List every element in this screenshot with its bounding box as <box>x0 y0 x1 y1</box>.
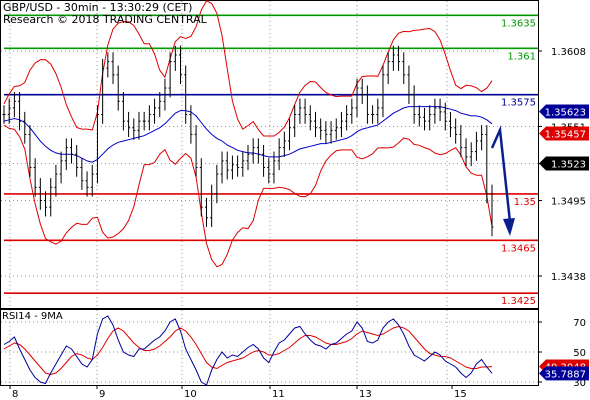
level-label-bg <box>500 96 538 108</box>
rsi-axis-label: 50 <box>573 348 586 359</box>
x-axis: 8 9 10 11 13 15 <box>9 386 467 400</box>
rsi-grid <box>1 321 538 383</box>
bollinger-upper <box>3 0 493 137</box>
x-tick-label: 11 <box>272 389 285 400</box>
forecast-arrow-line <box>490 125 512 223</box>
chart-title: GBP/USD - 30min - 13:30:29 (CET) <box>3 1 193 14</box>
axis-label: 1.3495 <box>551 197 586 208</box>
forecast-arrow <box>490 125 515 236</box>
level-label-bg <box>500 195 538 207</box>
level-label: 1.3575 <box>501 98 536 109</box>
level-label: 1.3635 <box>501 18 536 29</box>
rsi-badge <box>539 366 589 381</box>
level-label: 1.361 <box>507 51 536 62</box>
price-badge <box>539 104 589 119</box>
level-label-bg <box>500 50 538 62</box>
x-tick-label: 8 <box>12 389 18 400</box>
axis-label: 1.3438 <box>551 272 586 283</box>
rsi-axis-label: 70 <box>573 318 586 329</box>
rsi-y-axis: 70503040.304835.7887 <box>538 318 589 389</box>
price-badge <box>539 126 589 141</box>
x-tick-label: 13 <box>359 389 372 400</box>
level-label-bg <box>500 295 538 307</box>
level-label: 1.3425 <box>501 296 536 307</box>
x-tick-label: 10 <box>184 389 197 400</box>
price-panel <box>0 0 539 309</box>
rsi-badge-label: 35.7887 <box>545 369 586 380</box>
price-badge-label: 1.35457 <box>545 129 586 140</box>
rsi-line <box>3 315 493 386</box>
level-label-bg <box>500 242 538 254</box>
price-badges: 1.35623 1.35457 1.3523 <box>539 104 589 171</box>
price-badge <box>539 156 589 171</box>
rsi-axis-label: 30 <box>573 378 586 389</box>
price-series <box>2 0 494 268</box>
rsi-series <box>3 315 493 386</box>
level-label: 1.3465 <box>501 243 536 254</box>
level-label: 1.35 <box>514 197 536 208</box>
x-tick-label: 15 <box>454 389 467 400</box>
axis-label: 1.3608 <box>551 47 586 58</box>
x-tick-label: 9 <box>99 389 105 400</box>
price-badge-label: 1.3523 <box>551 160 586 171</box>
research-credit: Research © 2018 TRADING CENTRAL <box>3 13 207 26</box>
price-badge-label: 1.35623 <box>545 107 586 118</box>
forecast-arrow-head <box>503 218 515 236</box>
rsi-title: RSI14 - 9MA <box>2 311 63 322</box>
rsi-ma-line <box>3 325 493 376</box>
support-resistance-levels: 1.3635 1.361 1.3575 1.35 1.3465 1.3425 <box>4 14 538 307</box>
level-label-bg <box>500 17 538 29</box>
bollinger-lower <box>3 124 493 268</box>
